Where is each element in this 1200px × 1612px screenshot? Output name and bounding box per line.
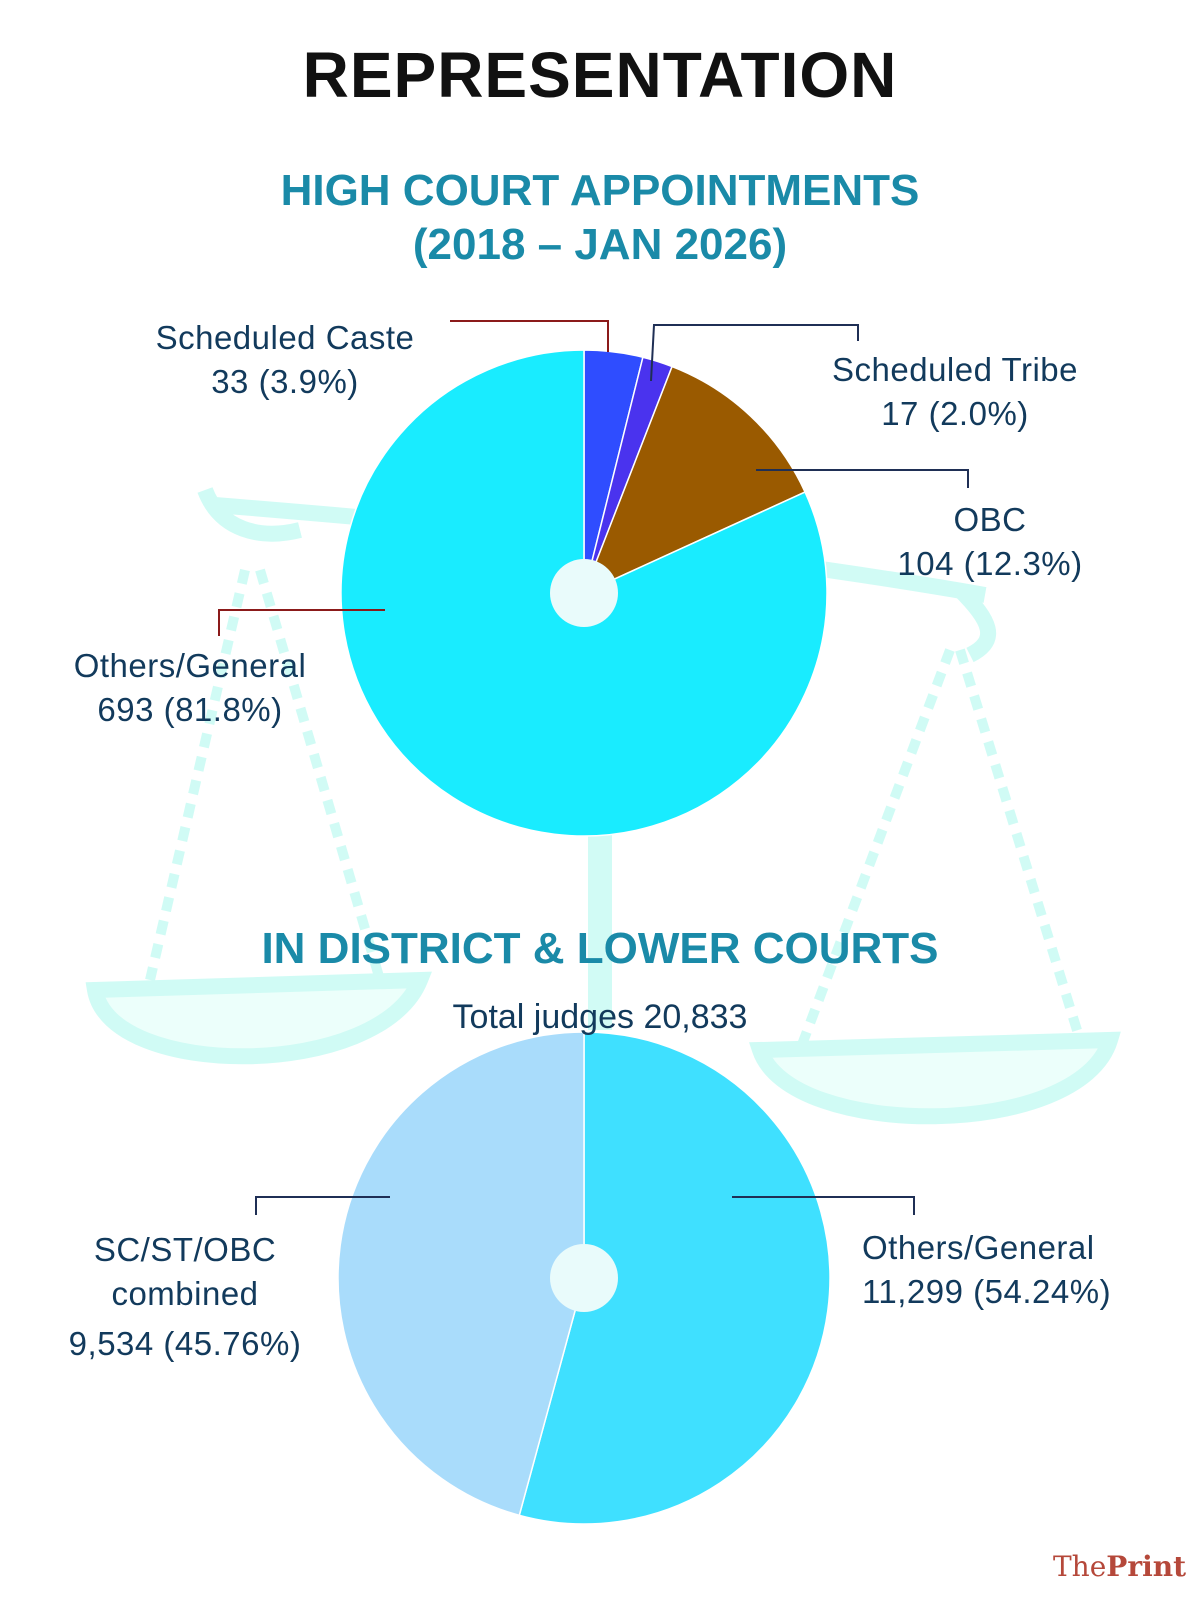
high-court-period: (2018 – JAN 2026) (412, 220, 788, 269)
leader-gen-hc (218, 609, 385, 636)
brand-logo: ThePrint (1053, 1550, 1186, 1583)
pie-slice-others-general (340, 349, 828, 837)
total-judges: Total judges 20,833 (452, 998, 748, 1036)
label-combined: SC/ST/OBC combined 9,534 (45.76%) (30, 1228, 340, 1366)
label-obc-name: OBC (953, 501, 1027, 538)
brand-the: The (1053, 1550, 1107, 1583)
label-st-value: 17 (2.0%) (881, 395, 1029, 432)
pie-center-hole (550, 559, 618, 627)
pie-center-hole (550, 1244, 618, 1312)
district-court-title: IN DISTRICT & LOWER COURTS (261, 924, 939, 973)
district-court-pie (337, 1031, 831, 1525)
label-others-general-dc: Others/General 11,299 (54.24%) (862, 1226, 1182, 1314)
pie-slice-others-general (518, 1031, 831, 1525)
leader-st (650, 324, 859, 382)
pie-slice-sc-st-obc-combined (337, 1031, 585, 1517)
leader-gen-dc (732, 1196, 915, 1215)
label-gen-dc-name: Others/General (862, 1229, 1095, 1266)
leader-lines (218, 320, 969, 1215)
label-st-name: Scheduled Tribe (832, 351, 1078, 388)
label-scheduled-tribe: Scheduled Tribe 17 (2.0%) (790, 348, 1120, 436)
leader-comb (255, 1196, 390, 1215)
label-comb-name-2: combined (111, 1275, 259, 1312)
label-obc: OBC 104 (12.3%) (860, 498, 1120, 586)
label-others-general-hc: Others/General 693 (81.8%) (40, 644, 340, 732)
label-obc-value: 104 (12.3%) (897, 545, 1083, 582)
label-gen-dc-value: 11,299 (54.24%) (862, 1273, 1112, 1310)
label-comb-value: 9,534 (45.76%) (68, 1325, 302, 1362)
high-court-pie (340, 349, 828, 837)
label-comb-name-1: SC/ST/OBC (93, 1231, 277, 1268)
label-sc-name: Scheduled Caste (155, 319, 415, 356)
label-sc-value: 33 (3.9%) (211, 363, 359, 400)
label-scheduled-caste: Scheduled Caste 33 (3.9%) (120, 316, 450, 404)
high-court-title: HIGH COURT APPOINTMENTS (2018 – JAN 2026… (0, 164, 1200, 272)
label-gen-hc-name: Others/General (73, 647, 307, 684)
page-title: REPRESENTATION (302, 39, 898, 111)
leader-sc (450, 320, 609, 352)
pie-slice-obc (582, 365, 807, 595)
brand-print: Print (1106, 1550, 1187, 1583)
leader-obc (756, 469, 969, 488)
label-gen-hc-value: 693 (81.8%) (97, 691, 283, 728)
high-court-title-text: HIGH COURT APPOINTMENTS (280, 166, 920, 215)
